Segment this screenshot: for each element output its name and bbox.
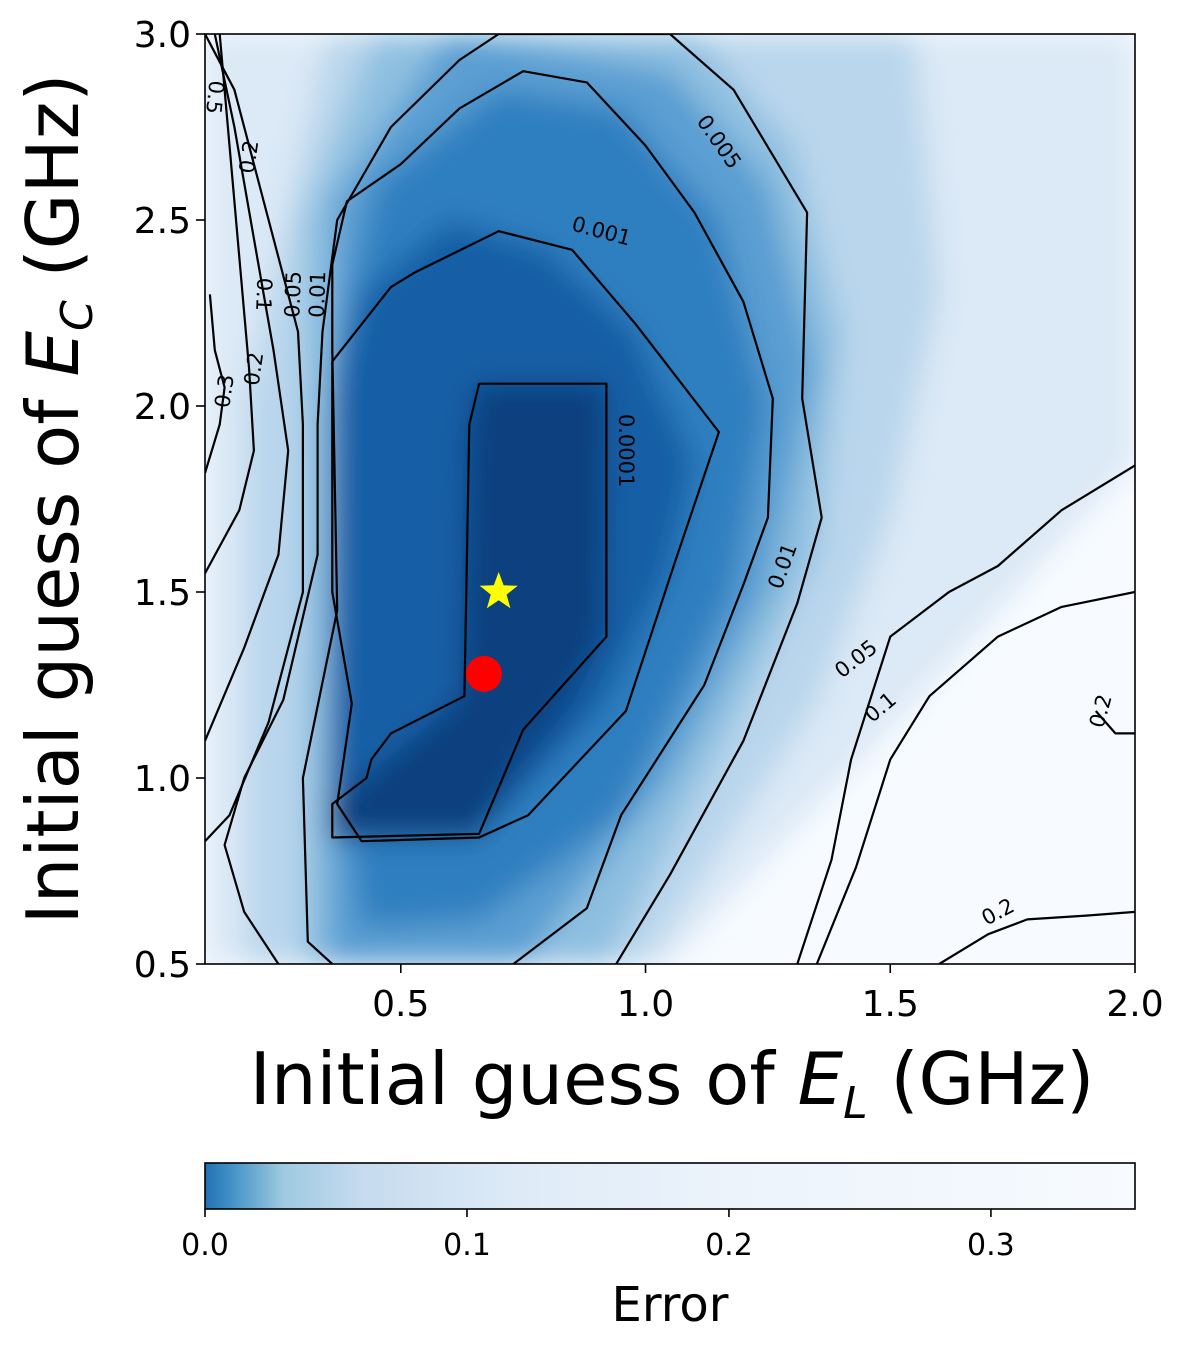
- contour-0.2-9: [1094, 710, 1135, 735]
- plot-area: 0.00010.0010.0050.010.050.010.10.20.20.3…: [201, 33, 1136, 965]
- contour-label: 0.05: [280, 271, 306, 319]
- contour-lines: [205, 34, 1135, 964]
- contour-label: 0.01: [305, 271, 331, 319]
- contour-0.005-2: [301, 70, 774, 964]
- x-axis: 0.5 1.0 1.5 2.0: [372, 964, 1164, 1025]
- x-tick-label: 1.5: [862, 984, 919, 1025]
- contour-label: 0.0001: [614, 414, 638, 487]
- contour-0.05-4: [205, 34, 304, 842]
- star-marker: [479, 572, 518, 609]
- contour-0.1-7: [815, 590, 1135, 964]
- x-tick-label: 2.0: [1106, 984, 1163, 1025]
- y-tick-label: 0.5: [134, 945, 191, 986]
- contour-0.001-1: [331, 230, 721, 843]
- contour-0.1-6: [205, 34, 290, 742]
- colorbar-tick-label: 0.1: [443, 1228, 491, 1263]
- x-axis-title: Initial guess of EL (GHz): [250, 1037, 1095, 1129]
- contour-0.05-5: [796, 464, 1135, 964]
- contour-label: 0.2: [240, 351, 268, 387]
- y-tick-label: 2.0: [134, 387, 191, 428]
- contour-label: 0.2: [235, 139, 263, 175]
- contour-0.0001-0: [331, 382, 608, 839]
- y-axis: 0.5 1.0 1.5 2.0 2.5 3.0: [134, 15, 205, 986]
- y-axis-title: Initial guess of EC (GHz): [11, 74, 103, 925]
- colorbar: 0.0 0.1 0.2 0.3 Error: [181, 1162, 1136, 1333]
- contour-label: 0.3: [210, 373, 238, 409]
- heatmap-fills: [205, 34, 1135, 964]
- y-tick-label: 1.5: [134, 573, 191, 614]
- contour-0.2-10: [938, 910, 1135, 964]
- colorbar-tick-label: 0.2: [705, 1228, 753, 1263]
- contour-0.3-11: [205, 294, 226, 474]
- contour-0.2-8: [205, 34, 255, 574]
- markers: [466, 572, 518, 692]
- colorbar-tick-label: 0.3: [967, 1228, 1015, 1263]
- x-tick-label: 0.5: [372, 984, 429, 1025]
- contour-label: 0.1: [251, 277, 276, 311]
- colorbar-tick-label: 0.0: [181, 1228, 229, 1263]
- y-tick-label: 3.0: [134, 15, 191, 56]
- plot-frame: [204, 33, 1136, 965]
- colorbar-title: Error: [612, 1277, 729, 1333]
- fill-level-8: [332, 383, 607, 838]
- colorbar-ticks: 0.0 0.1 0.2 0.3: [181, 1209, 1015, 1263]
- circle-marker: [466, 655, 502, 692]
- y-tick-label: 2.5: [134, 201, 191, 242]
- colorbar-gradient: [204, 1162, 1136, 1210]
- y-tick-label: 1.0: [134, 759, 191, 800]
- x-tick-label: 1.0: [617, 984, 674, 1025]
